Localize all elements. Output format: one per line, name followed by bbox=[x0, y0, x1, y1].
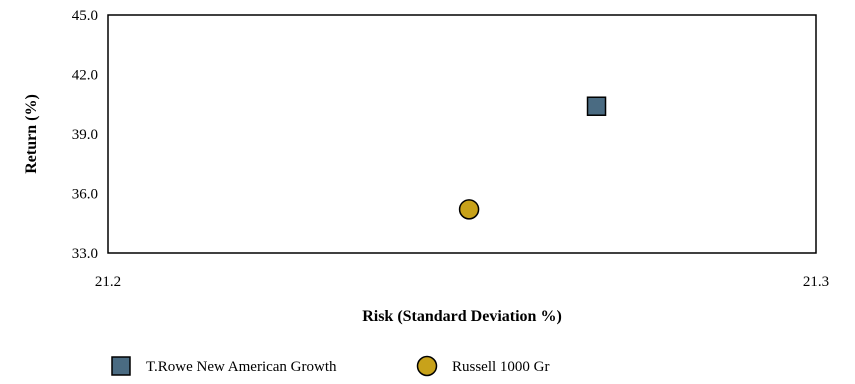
x-axis-ticks: 21.2 21.3 bbox=[95, 274, 829, 290]
legend-label: Russell 1000 Gr bbox=[452, 359, 550, 375]
y-tick-label: 36.0 bbox=[72, 187, 98, 203]
point-circle-marker bbox=[458, 199, 480, 220]
y-tick-label: 42.0 bbox=[72, 68, 98, 84]
y-axis-ticks: 33.0 36.0 39.0 42.0 45.0 bbox=[72, 8, 98, 262]
legend: T.Rowe New American Growth Russell 1000 G… bbox=[111, 355, 550, 377]
plot-area bbox=[107, 14, 817, 254]
y-tick-label: 33.0 bbox=[72, 246, 98, 262]
y-axis-title: Return (%) bbox=[23, 94, 40, 174]
y-tick-label: 39.0 bbox=[72, 127, 98, 143]
x-tick-label: 21.3 bbox=[803, 274, 829, 290]
y-tick-label: 45.0 bbox=[72, 8, 98, 24]
legend-circle-marker bbox=[416, 355, 438, 377]
legend-square-marker bbox=[111, 356, 131, 376]
data-points bbox=[458, 96, 607, 220]
x-tick-label: 21.2 bbox=[95, 274, 121, 290]
legend-label: T.Rowe New American Growth bbox=[146, 359, 337, 375]
point-square-marker bbox=[586, 96, 607, 116]
x-axis-title: Risk (Standard Deviation %) bbox=[362, 308, 562, 325]
